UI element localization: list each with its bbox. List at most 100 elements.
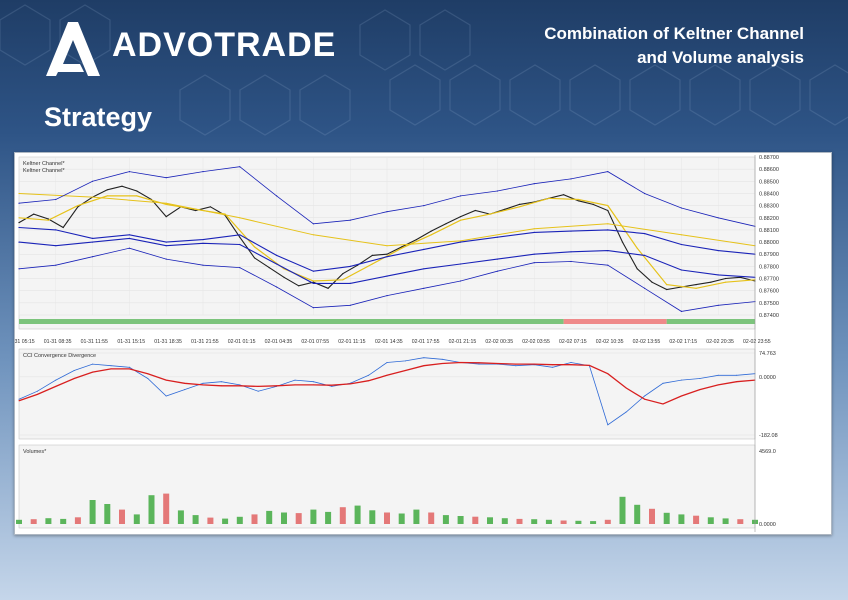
data-point-price xyxy=(460,216,462,218)
volume-bar xyxy=(60,518,67,524)
price-y-tick-label: 0.88200 xyxy=(759,216,779,222)
data-point-keltner_mid_fast xyxy=(342,279,344,281)
data-point-price xyxy=(209,206,211,208)
data-point-keltner_band_3 xyxy=(570,251,572,253)
data-point-price xyxy=(165,216,167,218)
data-point-keltner_band_3 xyxy=(312,282,314,284)
data-point-keltner_band_2 xyxy=(533,231,535,233)
volume-bar xyxy=(442,515,449,524)
data-point-cci_slow xyxy=(92,371,94,373)
data-point-keltner_band_2 xyxy=(386,256,388,258)
data-point-keltner_mid_fast xyxy=(371,263,373,265)
volume-bar xyxy=(531,519,538,524)
x-tick-label: 02-02 13:55 xyxy=(633,339,661,345)
data-point-keltner_mid_fast xyxy=(47,219,50,221)
data-point-cci_slow xyxy=(680,395,682,397)
volume-bar xyxy=(74,517,81,524)
data-point-cci_fast xyxy=(717,374,719,376)
data-point-keltner_mid_fast xyxy=(18,217,20,219)
data-point-cci_slow xyxy=(625,387,627,389)
section-title: Strategy xyxy=(44,102,153,132)
data-point-cci_fast xyxy=(515,365,517,367)
cci-y-tick-label: -182.08 xyxy=(759,433,778,439)
data-point-cci_slow xyxy=(515,363,517,365)
x-tick-label: 02-01 21:15 xyxy=(449,339,477,345)
data-point-price xyxy=(18,222,20,224)
data-point-keltner_band_1 xyxy=(239,166,241,168)
data-point-keltner_band_4 xyxy=(570,260,572,263)
data-point-cci_slow xyxy=(368,380,370,382)
x-tick-label: 02-01 04:35 xyxy=(265,339,293,345)
x-tick-label: 02-01 11:15 xyxy=(338,339,365,345)
data-point-cci_slow xyxy=(552,364,554,366)
volume-bar xyxy=(634,504,641,524)
volume-bar xyxy=(45,518,52,524)
volume-bar xyxy=(516,518,523,524)
data-point-cci_slow xyxy=(202,384,204,386)
volume-y-tick-label: 4569.0 xyxy=(759,449,776,455)
data-point-cci_fast xyxy=(257,390,259,392)
data-point-price xyxy=(563,194,565,196)
data-point-cci_slow xyxy=(294,384,296,386)
data-point-keltner_mid_fast xyxy=(401,247,403,249)
data-point-keltner_mid_fast xyxy=(725,281,727,283)
data-point-keltner_band_3 xyxy=(717,274,719,276)
data-point-cci_slow xyxy=(110,368,112,370)
data-point-keltner_mid_fast xyxy=(430,234,432,236)
trend-bar-segment-up xyxy=(19,319,564,324)
data-point-keltner_band_3 xyxy=(607,250,609,252)
data-point-keltner_mid_fast xyxy=(165,203,167,205)
cci-y-tick-label: 74.763 xyxy=(759,351,776,357)
data-point-price xyxy=(283,276,285,278)
data-point-cci_fast xyxy=(312,381,314,383)
volume-bar xyxy=(207,517,214,524)
price-y-tick-label: 0.88700 xyxy=(759,155,779,161)
data-point-cci_fast xyxy=(386,362,388,363)
data-point-keltner_band_2 xyxy=(165,241,167,243)
data-point-cci_fast xyxy=(368,374,370,376)
data-point-keltner_band_4 xyxy=(128,247,130,249)
data-point-keltner_band_1 xyxy=(165,177,167,179)
volume-bar xyxy=(222,518,229,524)
data-point-keltner_mid_slow xyxy=(239,217,241,219)
volume-bar xyxy=(119,509,125,524)
data-point-cci_slow xyxy=(18,400,20,402)
data-point-cci_fast xyxy=(239,384,241,386)
data-point-price xyxy=(77,206,79,208)
trading-chart-frame: 0.88700 0.88600 0.88500 0.88400 0.88300 0.882… xyxy=(7,152,832,535)
data-point-keltner_mid_fast xyxy=(695,287,697,289)
headline-line-1: Combination of Keltner Channel xyxy=(544,24,804,43)
price-y-tick-label: 0.88600 xyxy=(759,167,779,173)
x-tick-label: 01-31 11:55 xyxy=(81,339,108,345)
data-point-cci_slow xyxy=(607,373,609,375)
page-headline: Combination of Keltner Channel and Volum… xyxy=(544,22,804,70)
volume-bar xyxy=(236,516,243,524)
trend-bar-segment-up xyxy=(666,319,755,324)
volume-bar xyxy=(369,510,376,524)
data-point-cci_fast xyxy=(92,363,94,365)
volume-bar xyxy=(30,519,37,524)
brand-name: ADVOTRADE xyxy=(112,26,337,64)
data-point-cci_slow xyxy=(257,385,259,387)
data-point-price xyxy=(577,200,580,202)
data-point-keltner_band_1 xyxy=(18,202,20,204)
data-point-price xyxy=(474,209,476,212)
volume-bar xyxy=(133,514,140,524)
data-point-cci_slow xyxy=(55,385,57,387)
data-point-cci_fast xyxy=(18,398,20,400)
volume-bar xyxy=(428,512,435,524)
data-point-cci_fast xyxy=(331,385,333,387)
data-point-cci_slow xyxy=(220,385,222,387)
data-point-price xyxy=(195,209,197,212)
trading-chart: 0.88700 0.88600 0.88500 0.88400 0.88300 0.882… xyxy=(7,155,779,532)
data-point-cci_slow xyxy=(441,363,443,364)
data-point-keltner_mid_fast xyxy=(106,195,108,197)
data-point-price xyxy=(725,277,727,280)
data-point-cci_slow xyxy=(312,384,314,386)
data-point-keltner_band_4 xyxy=(460,280,462,282)
volume-bar xyxy=(192,515,199,524)
volume-legend-entry: Volumes* xyxy=(23,449,47,455)
data-point-price xyxy=(371,254,373,256)
data-point-keltner_band_1 xyxy=(312,223,314,225)
data-point-keltner_mid_slow xyxy=(312,234,314,236)
